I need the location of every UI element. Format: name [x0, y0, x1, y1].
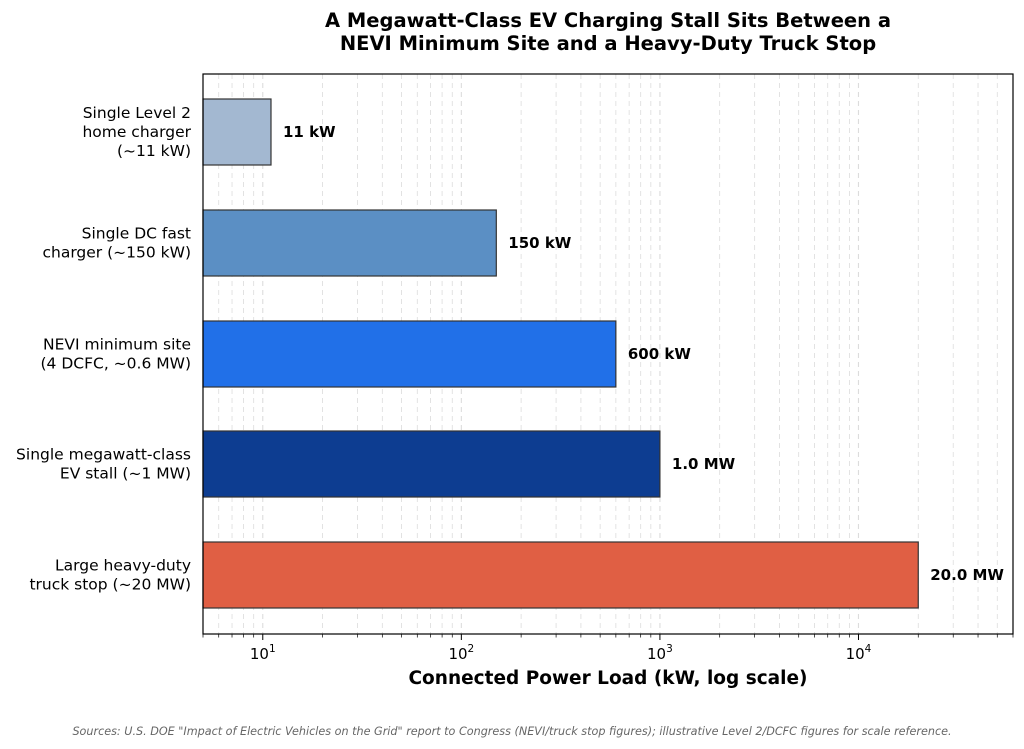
bar-value-label: 150 kW [508, 234, 572, 252]
category-label: charger (~150 kW) [42, 244, 191, 262]
chart-title-line-1: A Megawatt-Class EV Charging Stall Sits … [325, 9, 891, 32]
bar-value-label: 600 kW [628, 345, 692, 363]
bars [202, 98, 919, 609]
category-label: (~11 kW) [117, 142, 191, 160]
bar-value-labels: 11 kW 150 kW 600 kW 1.0 MW 20.0 MW [283, 123, 1004, 584]
x-tick-label: 103 [647, 643, 673, 663]
category-label: Single megawatt-class [16, 446, 191, 464]
bar [202, 320, 617, 388]
category-label: Large heavy-duty [55, 557, 191, 575]
category-label: Single Level 2 [83, 104, 191, 122]
x-axis-ticks: 101 102 103 104 [202, 634, 1014, 663]
x-tick-label: 101 [250, 643, 276, 663]
bar-value-label: 11 kW [283, 123, 336, 141]
bar [202, 430, 661, 498]
bar-value-label: 20.0 MW [930, 566, 1004, 584]
category-label: Single DC fast [82, 225, 191, 243]
plot-frame [202, 73, 1014, 635]
category-label: NEVI minimum site [43, 336, 191, 354]
x-axis-label: Connected Power Load (kW, log scale) [408, 668, 807, 689]
category-label: truck stop (~20 MW) [29, 576, 191, 594]
bar-value-label: 1.0 MW [672, 455, 736, 473]
chart-title-line-2: NEVI Minimum Site and a Heavy-Duty Truck… [340, 32, 876, 55]
category-label: home charger [82, 123, 191, 141]
x-tick-label: 104 [846, 643, 872, 663]
bar [202, 98, 272, 166]
bar [202, 209, 497, 277]
source-note: Sources: U.S. DOE "Impact of Electric Ve… [72, 725, 951, 738]
category-label: EV stall (~1 MW) [60, 465, 191, 483]
x-tick-label: 102 [448, 643, 474, 663]
bar [202, 541, 919, 609]
category-label: (4 DCFC, ~0.6 MW) [41, 355, 192, 373]
